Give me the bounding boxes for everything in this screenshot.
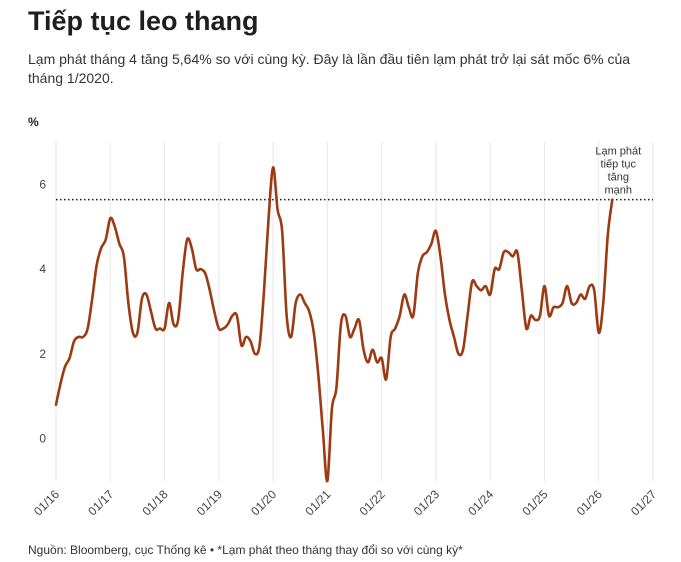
- annotation-line: tiếp tục: [601, 159, 637, 171]
- source-note: Nguồn: Bloomberg, cục Thống kê • *Lạm ph…: [28, 543, 463, 557]
- x-tick-label: 01/21: [302, 487, 333, 518]
- chart-subtitle: Lạm phát tháng 4 tăng 5,64% so với cùng …: [28, 51, 631, 86]
- y-tick-label: 4: [39, 262, 46, 276]
- inflation-series-line: [54, 166, 614, 483]
- x-tick-label: 01/22: [357, 487, 388, 518]
- annotation-line: mạnh: [605, 185, 633, 197]
- x-tick-label: 01/20: [248, 487, 279, 518]
- x-tick-label: 01/25: [519, 487, 550, 518]
- y-tick-label: 0: [39, 432, 46, 446]
- y-tick-label: 2: [39, 347, 46, 361]
- x-tick-label: 01/17: [85, 487, 116, 518]
- y-tick-label: 6: [39, 177, 46, 191]
- x-tick-label: 01/23: [411, 487, 442, 518]
- annotation-line: tăng: [608, 172, 629, 184]
- x-tick-label: 01/16: [31, 487, 62, 518]
- y-axis-unit: %: [28, 115, 39, 129]
- annotation-line: Lạm phát: [595, 146, 641, 158]
- x-tick-label: 01/18: [140, 487, 171, 518]
- x-tick-label: 01/19: [194, 487, 225, 518]
- x-tick-label: 01/26: [574, 487, 605, 518]
- x-tick-label: 01/24: [465, 487, 496, 518]
- chart-title: Tiếp tục leo thang: [28, 6, 259, 36]
- x-tick-label: 01/27: [628, 487, 659, 518]
